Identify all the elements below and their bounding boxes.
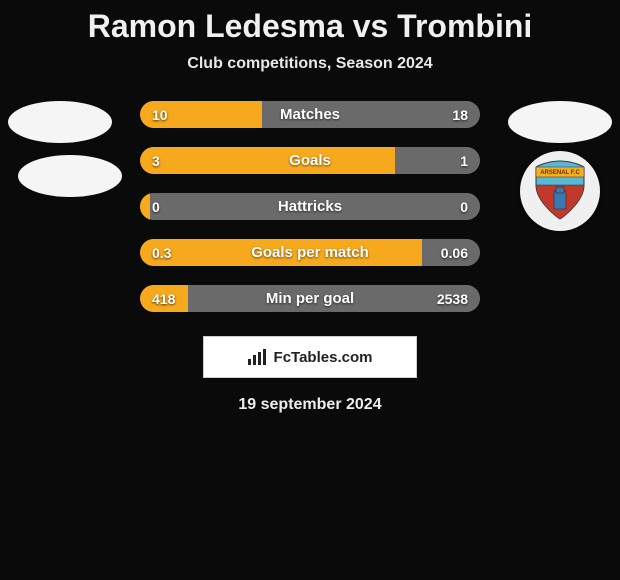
- player-right-avatar: [508, 101, 612, 143]
- stat-bar-label: Min per goal: [140, 285, 480, 312]
- stat-bar-value-right: 0.06: [441, 239, 468, 266]
- player-right-club-badge: ARSENAL F.C: [520, 151, 600, 231]
- stat-bar-row: Min per goal418 2538: [140, 285, 480, 312]
- stat-bar-value-right: 18: [452, 101, 468, 128]
- player-left-avatar: [8, 101, 112, 143]
- stat-bar-value-right: 0: [460, 193, 468, 220]
- player-left-club-avatar: [18, 155, 122, 197]
- stat-bar-value-left: 10: [152, 101, 168, 128]
- club-crest-icon: ARSENAL F.C: [526, 157, 594, 225]
- date-text: 19 september 2024: [0, 396, 620, 414]
- stat-bar-label: Hattricks: [140, 193, 480, 220]
- stat-bar-row: Matches10 18: [140, 101, 480, 128]
- page-title: Ramon Ledesma vs Trombini: [0, 8, 620, 45]
- bar-chart-icon: [248, 349, 268, 365]
- stat-bar-value-left: 0.3: [152, 239, 171, 266]
- stat-bar-row: Hattricks0 0: [140, 193, 480, 220]
- stat-bar-value-left: 418: [152, 285, 175, 312]
- stat-bar-label: Goals: [140, 147, 480, 174]
- main-area: ARSENAL F.C Matches1018Goals31Hattricks0…: [0, 101, 620, 312]
- comparison-card: Ramon Ledesma vs Trombini Club competiti…: [0, 0, 620, 414]
- subtitle: Club competitions, Season 2024: [0, 55, 620, 73]
- stat-bar-value-left: 0: [152, 193, 160, 220]
- stat-bar-label: Matches: [140, 101, 480, 128]
- stat-bar-value-right: 2538: [437, 285, 468, 312]
- stat-bar-value-right: 1: [460, 147, 468, 174]
- brand-box[interactable]: FcTables.com: [203, 336, 417, 378]
- stat-bar-row: Goals3 1: [140, 147, 480, 174]
- svg-text:ARSENAL F.C: ARSENAL F.C: [540, 170, 580, 176]
- stat-bar-label: Goals per match: [140, 239, 480, 266]
- stat-bar-value-left: 3: [152, 147, 160, 174]
- stat-bar-row: Goals per match0.3 0.06: [140, 239, 480, 266]
- stat-bars: Matches10 18 Goals3 1 Hattricks0 0 Goals per m…: [140, 101, 480, 312]
- brand-text: FcTables.com: [274, 349, 373, 366]
